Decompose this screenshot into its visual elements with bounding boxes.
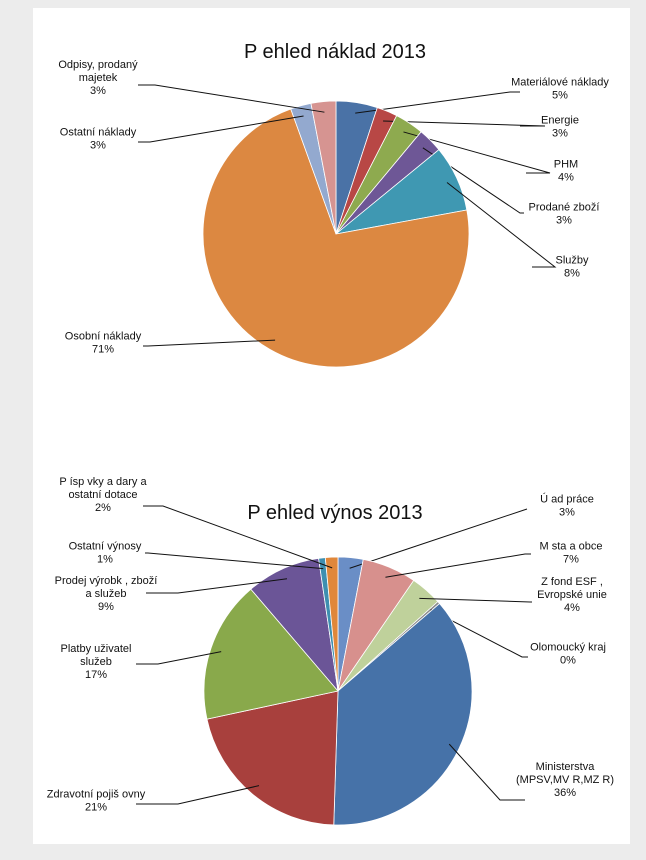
slice-label: Odpisy, prodaný majetek 3% bbox=[58, 59, 138, 97]
slice-label: PHM 4% bbox=[554, 159, 578, 184]
leader-line bbox=[138, 115, 304, 143]
slice-label: Platby uživatel služeb 17% bbox=[61, 643, 132, 681]
slice-label: Prodej výrobk , zboží a služeb 9% bbox=[55, 575, 158, 613]
leader-line bbox=[422, 147, 524, 214]
pie-costs: Materiálové náklady 5% Energie 3% PHM 4% Proda… bbox=[58, 59, 609, 368]
leader-line bbox=[145, 552, 324, 570]
slice-label: Ú ad práce 3% bbox=[540, 493, 594, 519]
leader-line bbox=[430, 609, 528, 658]
leader-line bbox=[143, 505, 333, 569]
pie-slice bbox=[202, 108, 470, 368]
slice-label: Služby 8% bbox=[555, 255, 589, 280]
slice-label: Prodané zboží 3% bbox=[529, 202, 600, 227]
leader-line bbox=[136, 785, 260, 805]
leader-line bbox=[146, 578, 288, 594]
chart-title-revenues: P ehled výnos 2013 bbox=[247, 502, 422, 524]
leader-line bbox=[143, 339, 276, 347]
pie-slice bbox=[203, 588, 339, 720]
slice-label: M sta a obce 7% bbox=[540, 541, 603, 566]
slice-label: Olomoucký kraj 0% bbox=[530, 642, 606, 667]
chart-title-costs: P ehled náklad 2013 bbox=[244, 41, 426, 63]
slice-label: Z fond ESF , Evropské unie 4% bbox=[537, 576, 607, 614]
leader-line bbox=[403, 131, 551, 174]
slice-label: Ministerstva (MPSV,MV R,MZ R) 36% bbox=[516, 761, 614, 799]
slice-label: Materiálové náklady 5% bbox=[511, 77, 609, 102]
leader-line bbox=[355, 91, 520, 114]
leader-line bbox=[136, 651, 222, 665]
pie-slice bbox=[206, 690, 339, 826]
leader-line bbox=[419, 597, 532, 603]
leader-line bbox=[138, 84, 325, 113]
pie-slice bbox=[324, 556, 339, 692]
leader-line bbox=[349, 508, 528, 569]
slice-label: Zdravotní pojiš ovny 21% bbox=[47, 789, 146, 814]
leader-line bbox=[385, 553, 531, 578]
slice-label: Energie 3% bbox=[541, 115, 579, 140]
leader-line bbox=[446, 182, 557, 268]
slice-label: P ísp vky a dary a ostatní dotace 2% bbox=[59, 476, 147, 514]
pie-revenues: Ú ad práce 3% M sta a obce 7% Z fond ESF , Ev… bbox=[47, 476, 614, 826]
pie-slice bbox=[333, 602, 473, 826]
leader-line bbox=[448, 743, 525, 801]
pie-slice bbox=[310, 100, 337, 235]
slice-label: Ostatní výnosy 1% bbox=[69, 541, 142, 566]
slice-label: Osobní náklady 71% bbox=[65, 331, 142, 356]
slice-label: Ostatní náklady 3% bbox=[60, 127, 137, 152]
leader-line bbox=[383, 120, 546, 127]
